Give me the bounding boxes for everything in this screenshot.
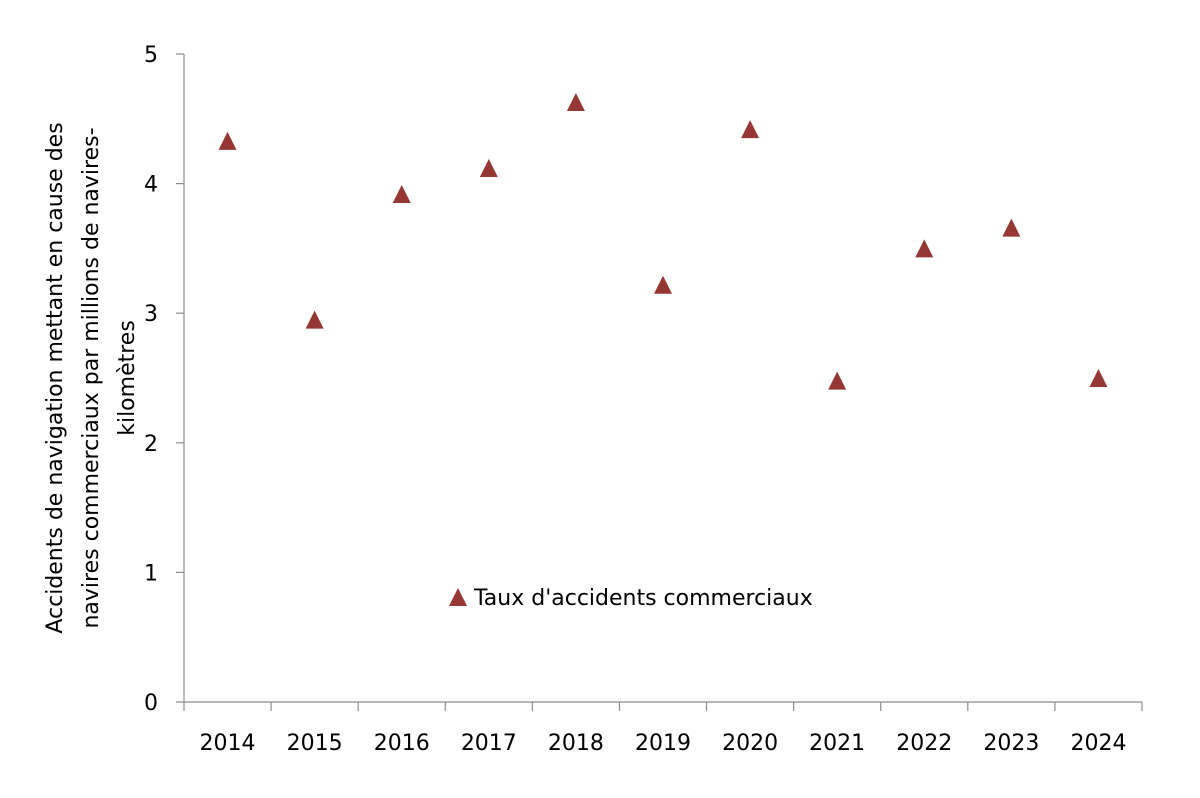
data-point-triangle bbox=[566, 92, 585, 111]
x-tick-label: 2021 bbox=[809, 731, 865, 756]
x-tick-label: 2018 bbox=[548, 731, 604, 756]
data-point-triangle bbox=[1089, 369, 1108, 387]
data-point-triangle bbox=[915, 239, 934, 258]
data-point-triangle bbox=[305, 310, 324, 329]
legend: Taux d'accidents commerciaux bbox=[449, 586, 813, 611]
data-point-triangle bbox=[654, 275, 672, 294]
y-axis-label-line-2: navires commerciaux par millions de navi… bbox=[79, 127, 104, 628]
data-point-triangle bbox=[218, 131, 237, 150]
x-tick-label: 2015 bbox=[287, 731, 343, 756]
y-tick-label: 5 bbox=[144, 43, 158, 68]
y-tick-label: 4 bbox=[144, 173, 158, 198]
x-tick-label: 2024 bbox=[1070, 731, 1126, 756]
y-ticks: 0 1 2 3 4 5 bbox=[144, 43, 184, 716]
axes bbox=[183, 54, 1142, 703]
legend-label: Taux d'accidents commerciaux bbox=[473, 586, 813, 611]
x-tick-label: 2014 bbox=[200, 731, 256, 756]
x-ticks: 2014 2015 2016 2017 2018 2019 2020 2021 2022 2023… bbox=[183, 702, 1143, 756]
x-tick-label: 2017 bbox=[461, 731, 517, 756]
data-points bbox=[218, 92, 1108, 390]
y-axis-label-line-1: Accidents de navigation mettant en cause… bbox=[43, 122, 68, 633]
x-tick-label: 2022 bbox=[896, 731, 952, 756]
data-point-triangle bbox=[741, 120, 760, 139]
data-point-triangle bbox=[479, 159, 498, 178]
y-axis-label-line-3: kilomètres bbox=[115, 320, 140, 436]
data-point-triangle bbox=[1002, 218, 1021, 237]
data-point-triangle bbox=[392, 184, 411, 203]
y-axis-label: Accidents de navigation mettant en cause… bbox=[43, 122, 140, 633]
x-tick-label: 2020 bbox=[722, 731, 778, 756]
y-tick-label: 3 bbox=[144, 302, 158, 327]
y-tick-label: 0 bbox=[144, 691, 158, 716]
x-tick-label: 2016 bbox=[374, 731, 430, 756]
legend-marker-triangle-icon bbox=[449, 588, 467, 606]
y-tick-label: 1 bbox=[144, 561, 158, 586]
data-point-triangle bbox=[828, 371, 847, 390]
y-tick-label: 2 bbox=[144, 432, 158, 457]
x-tick-label: 2023 bbox=[983, 731, 1039, 756]
x-tick-label: 2019 bbox=[635, 731, 691, 756]
